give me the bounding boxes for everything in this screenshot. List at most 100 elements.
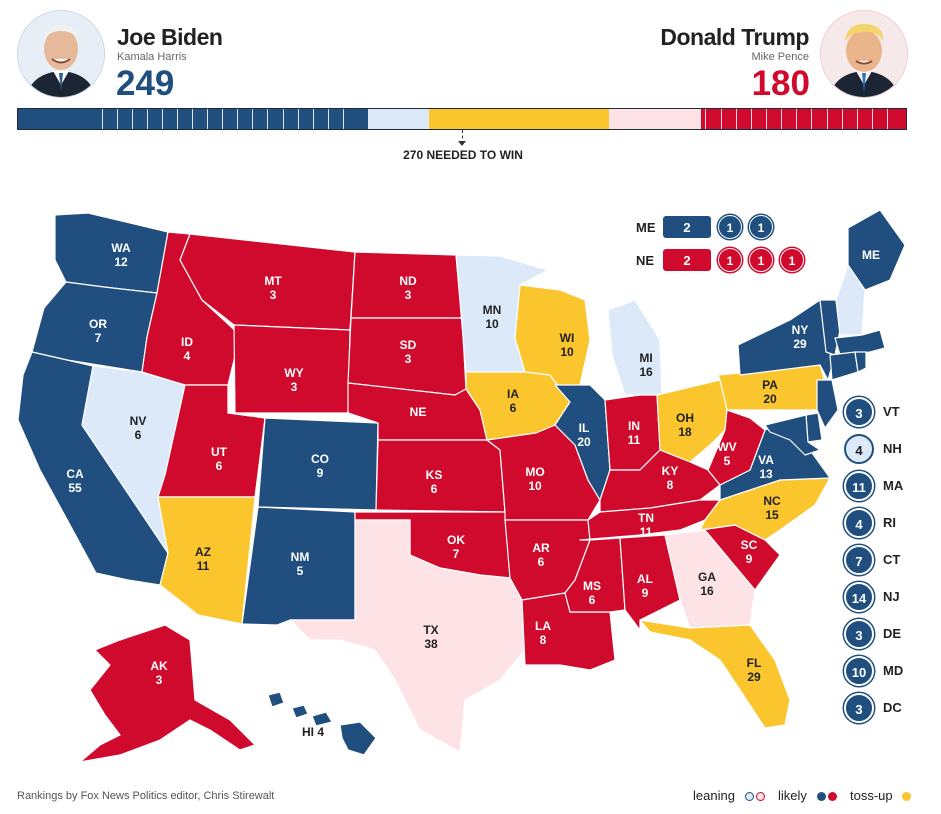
rep-electoral-votes: 180 [751, 64, 810, 103]
needed-to-win-marker [462, 130, 463, 144]
state-votes-tx: 38 [424, 637, 438, 651]
split-state-district-me[interactable]: 1 [718, 215, 742, 239]
state-fl[interactable] [639, 619, 791, 729]
bar-state-divider [856, 109, 858, 129]
small-state-votes-circle: 7 [844, 545, 874, 575]
bar-segment-lean-rep [608, 109, 702, 129]
bar-state-divider [117, 109, 119, 129]
small-state-ri[interactable]: 4 RI [844, 508, 924, 538]
state-hi[interactable] [267, 691, 377, 756]
split-state-district-ne[interactable]: 1 [780, 248, 804, 272]
legend-tossup: toss-up [850, 788, 912, 803]
state-label-hi: HI 4 [302, 725, 324, 739]
small-state-vt[interactable]: 3 VT [844, 397, 924, 427]
bar-segment-likely-dem [18, 109, 368, 129]
state-mi[interactable] [607, 299, 663, 396]
small-state-votes-circle: 3 [844, 619, 874, 649]
small-state-abbr: MA [883, 478, 904, 493]
split-state-at-large-ne[interactable]: 2 [663, 249, 711, 271]
state-votes-wy: 3 [291, 380, 298, 394]
small-state-votes-circle: 10 [844, 656, 874, 686]
state-votes-sc: 9 [746, 552, 753, 566]
state-nh[interactable] [835, 264, 866, 336]
state-votes-mt: 3 [270, 288, 277, 302]
state-abbr-az: AZ [195, 545, 211, 559]
bar-state-divider [765, 109, 767, 129]
state-votes-ut: 6 [216, 459, 223, 473]
state-abbr-id: ID [181, 335, 193, 349]
state-ut[interactable] [157, 384, 266, 498]
state-abbr-fl: FL [747, 656, 762, 670]
state-abbr-ny: NY [792, 323, 809, 337]
small-state-abbr: NH [883, 441, 902, 456]
small-state-votes-circle: 4 [844, 508, 874, 538]
dem-running-mate: Kamala Harris [117, 51, 187, 63]
state-votes-il: 20 [577, 435, 591, 449]
state-abbr-oh: OH [676, 411, 694, 425]
state-abbr-nv: NV [130, 414, 147, 428]
state-de[interactable] [805, 412, 823, 443]
likely-rep-dot-icon [827, 792, 837, 802]
bar-segment-tossup [428, 109, 609, 129]
bar-state-divider [826, 109, 828, 129]
state-abbr-ky: KY [662, 464, 679, 478]
state-abbr-ms: MS [583, 579, 601, 593]
small-state-votes-circle: 3 [844, 693, 874, 723]
rep-candidate-name: Donald Trump [660, 24, 809, 50]
split-state-at-large-me[interactable]: 2 [663, 216, 711, 238]
state-ct[interactable] [829, 351, 859, 381]
bar-state-divider [132, 109, 134, 129]
small-state-ma[interactable]: 11 MA [844, 471, 924, 501]
small-state-ct[interactable]: 7 CT [844, 545, 924, 575]
small-state-de[interactable]: 3 DE [844, 619, 924, 649]
state-votes-co: 9 [317, 466, 324, 480]
state-ak[interactable] [79, 624, 256, 763]
state-abbr-ia: IA [507, 387, 519, 401]
small-state-abbr: DE [883, 626, 902, 641]
state-abbr-nc: NC [763, 494, 781, 508]
small-state-md[interactable]: 10 MD [844, 656, 924, 686]
legend-likely: likely [778, 788, 837, 803]
split-state-district-me[interactable]: 1 [749, 215, 773, 239]
state-wv[interactable] [707, 409, 766, 486]
split-state-district-ne[interactable]: 1 [718, 248, 742, 272]
state-il[interactable] [554, 384, 611, 501]
state-abbr-ok: OK [447, 533, 465, 547]
state-votes-ks: 6 [431, 482, 438, 496]
state-ms[interactable] [564, 537, 626, 613]
state-abbr-co: CO [311, 452, 329, 466]
state-md[interactable] [764, 414, 821, 456]
bar-state-divider [222, 109, 224, 129]
state-votes-sd: 3 [405, 352, 412, 366]
split-state-district-ne[interactable]: 1 [749, 248, 773, 272]
state-abbr-ne: NE [410, 405, 427, 419]
state-votes-in: 11 [628, 433, 641, 447]
state-abbr-la: LA [535, 619, 551, 633]
state-abbr-sd: SD [400, 338, 417, 352]
state-az[interactable] [157, 496, 256, 625]
small-state-nj[interactable]: 14 NJ [844, 582, 924, 612]
split-state-label-me: ME [636, 220, 656, 235]
state-abbr-tx: TX [423, 623, 438, 637]
state-abbr-wy: WY [284, 366, 303, 380]
state-votes-ca: 55 [68, 481, 82, 495]
bar-state-divider [871, 109, 873, 129]
state-votes-nm: 5 [297, 564, 304, 578]
legend-likely-label: likely [778, 788, 807, 803]
small-state-nh[interactable]: 4 NH [844, 434, 924, 464]
dem-candidate-name: Joe Biden [117, 24, 223, 50]
rep-candidate: Donald Trump Mike Pence 180 [641, 10, 941, 105]
bar-state-divider [841, 109, 843, 129]
bar-state-divider [781, 109, 783, 129]
bar-segment-lean-dem [367, 109, 429, 129]
state-ri[interactable] [854, 351, 867, 373]
state-abbr-in: IN [628, 419, 640, 433]
bar-state-divider [237, 109, 239, 129]
state-nj[interactable] [816, 379, 839, 429]
bar-state-divider [720, 109, 722, 129]
state-abbr-wv: WV [717, 440, 736, 454]
legend-leaning: leaning [693, 788, 765, 803]
small-state-dc[interactable]: 3 DC [844, 693, 924, 723]
bar-state-divider [312, 109, 314, 129]
